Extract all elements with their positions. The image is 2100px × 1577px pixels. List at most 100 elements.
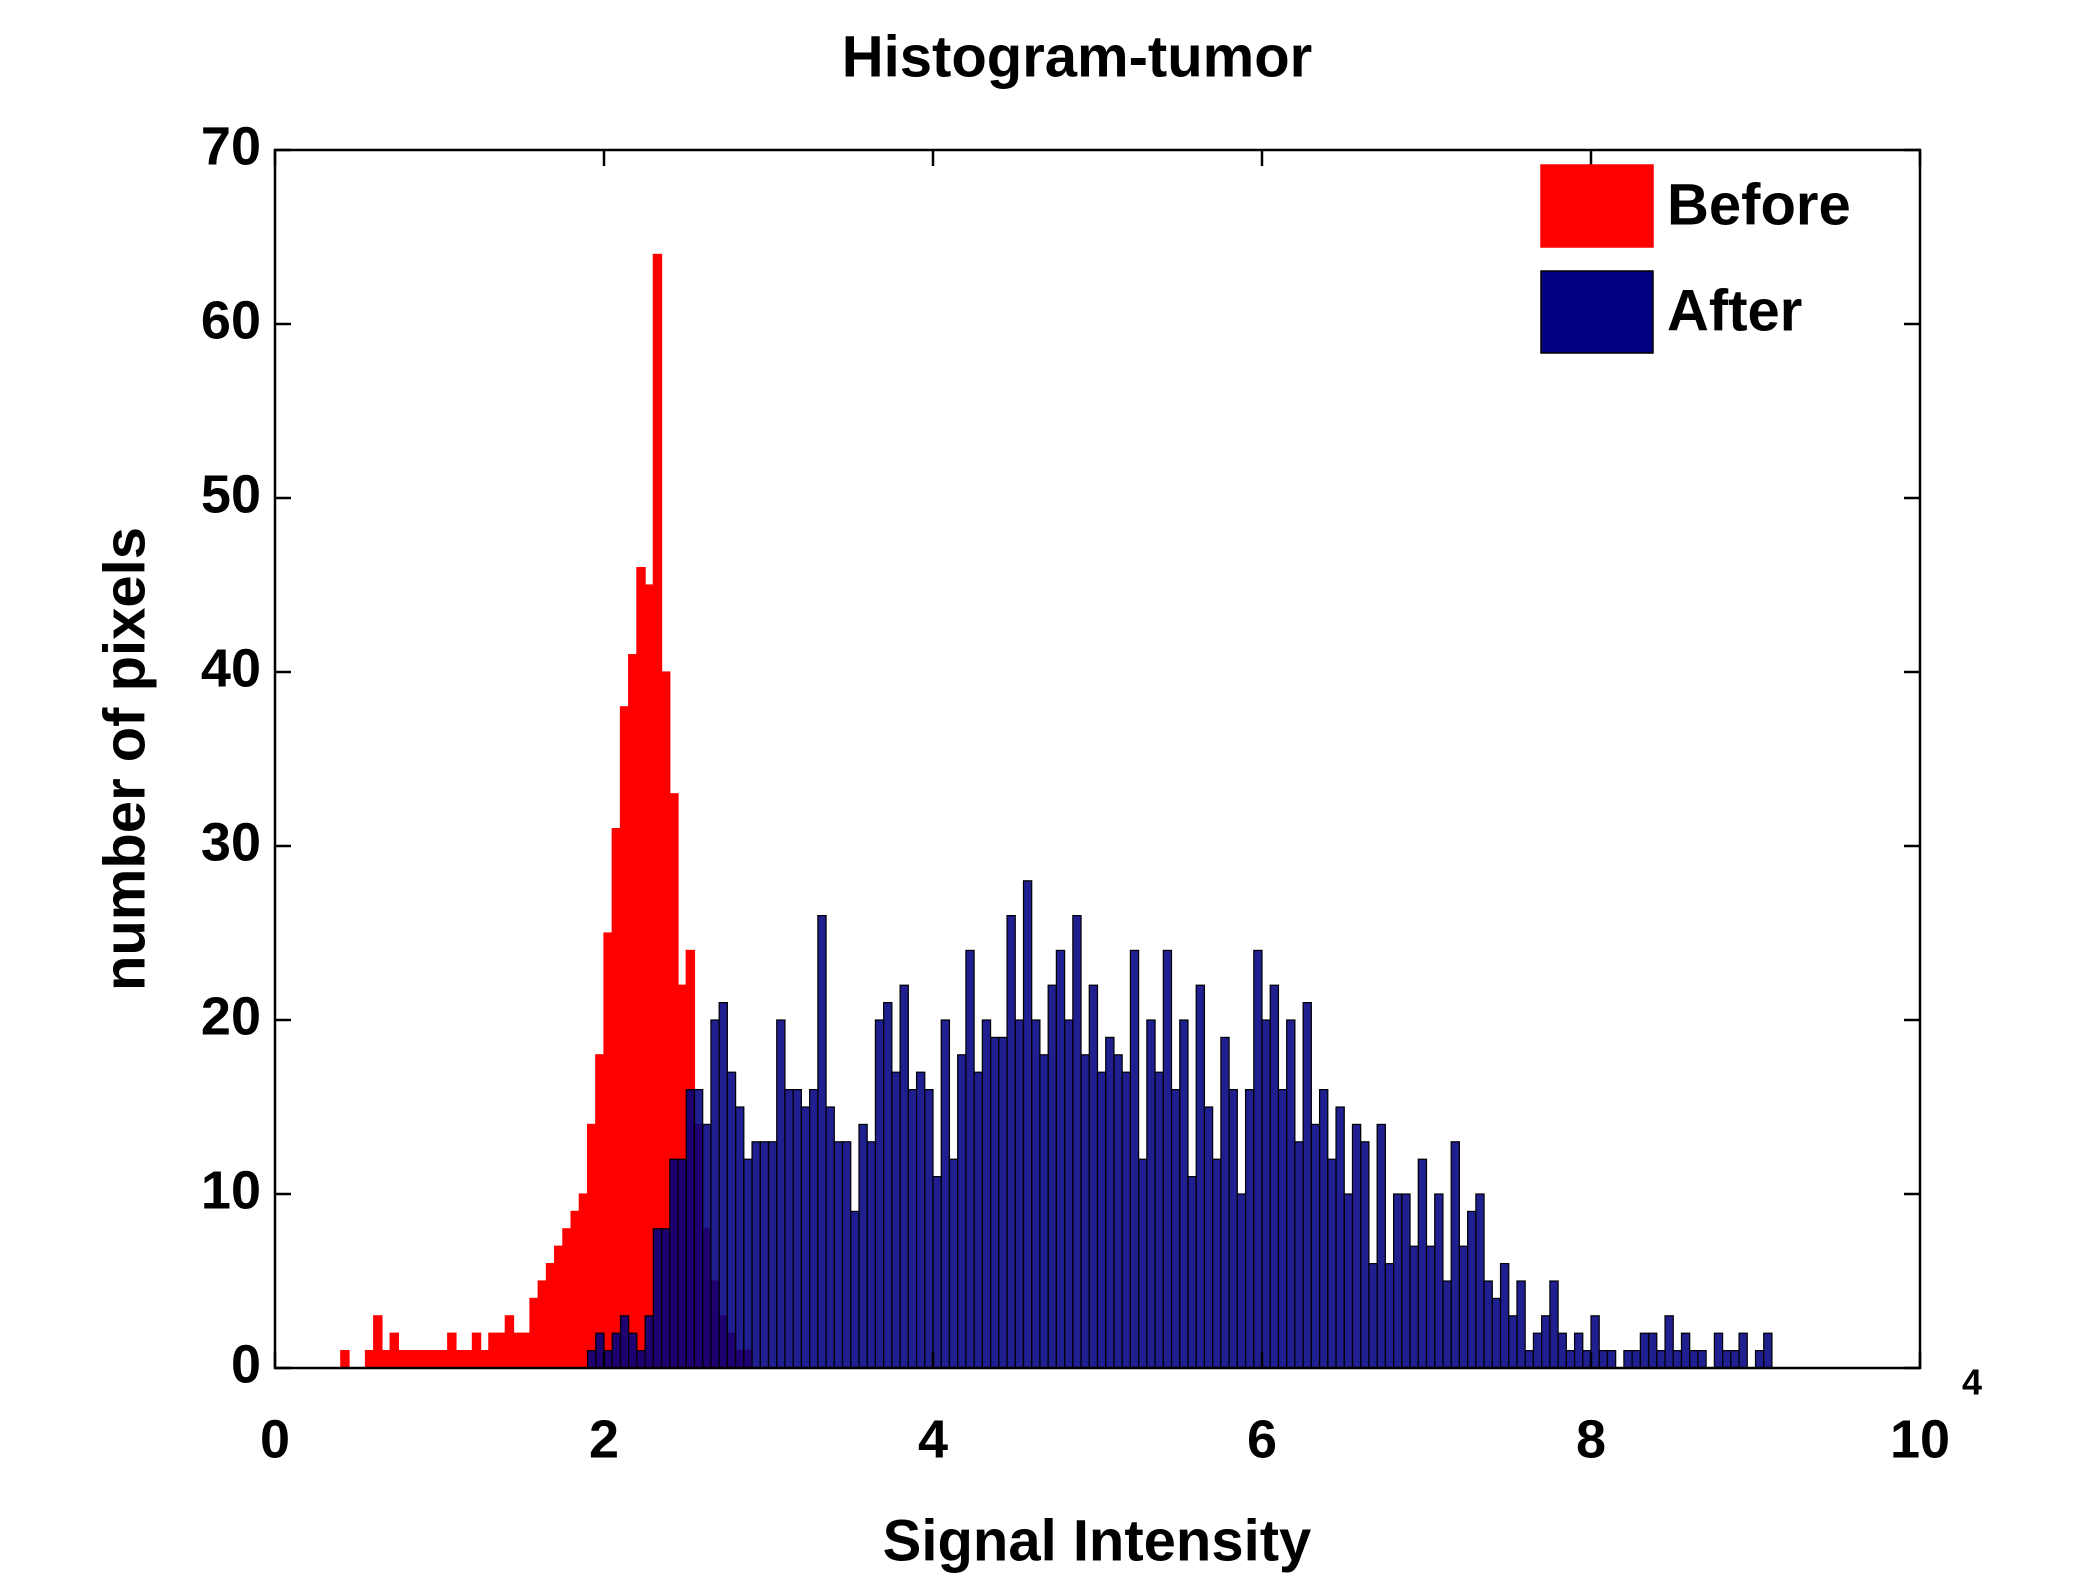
histogram-bar bbox=[1244, 1088, 1255, 1369]
histogram-bar bbox=[1491, 1297, 1502, 1369]
y-tick-label: 50 bbox=[201, 464, 261, 524]
histogram-bar bbox=[1434, 1193, 1444, 1369]
histogram-bar bbox=[595, 1054, 605, 1369]
histogram-bar bbox=[932, 1175, 942, 1369]
histogram-bar bbox=[1360, 1141, 1370, 1369]
histogram-bar bbox=[759, 1141, 770, 1369]
histogram-bar bbox=[1565, 1349, 1576, 1369]
histogram-bar bbox=[1146, 1019, 1156, 1369]
histogram-bar bbox=[1384, 1262, 1395, 1369]
histogram-bar bbox=[1302, 1001, 1312, 1369]
histogram-bar bbox=[825, 1106, 835, 1369]
histogram-bar bbox=[1467, 1210, 1477, 1369]
histogram-bar bbox=[1639, 1332, 1650, 1369]
histogram-bar bbox=[1055, 949, 1066, 1369]
histogram-bar bbox=[1269, 984, 1280, 1369]
histogram-bar bbox=[430, 1349, 441, 1369]
histogram-bar bbox=[586, 1123, 597, 1369]
histogram-bar bbox=[677, 1158, 687, 1369]
x-tick-label: 0 bbox=[260, 1409, 290, 1469]
x-axis-label: Signal Intensity bbox=[883, 1508, 1312, 1573]
histogram-bar bbox=[644, 1315, 654, 1369]
histogram-bar bbox=[915, 1071, 926, 1369]
histogram-bar bbox=[940, 1019, 951, 1369]
histogram-bar bbox=[652, 253, 663, 1369]
histogram-bar bbox=[636, 1349, 646, 1369]
histogram-bar bbox=[776, 1019, 786, 1369]
histogram-bar bbox=[1524, 1349, 1535, 1369]
histogram-bar bbox=[1154, 1071, 1164, 1369]
histogram-bar bbox=[693, 1088, 704, 1369]
histogram-bar bbox=[1343, 1193, 1354, 1369]
y-tick-label: 20 bbox=[201, 986, 261, 1046]
y-tick-label: 10 bbox=[201, 1160, 261, 1220]
histogram-bar bbox=[373, 1315, 383, 1369]
histogram-bar bbox=[1170, 1088, 1181, 1369]
histogram-bar bbox=[726, 1071, 737, 1369]
y-tick-label: 0 bbox=[231, 1334, 261, 1394]
histogram-bar bbox=[636, 566, 646, 1369]
histogram-bar bbox=[874, 1019, 885, 1369]
histogram-bar bbox=[1450, 1141, 1461, 1369]
histogram-bar bbox=[619, 1315, 630, 1369]
histogram-bar bbox=[537, 1280, 548, 1369]
histogram-bar bbox=[504, 1315, 515, 1369]
histogram-bar bbox=[1047, 984, 1057, 1369]
histogram-bar bbox=[858, 1123, 868, 1369]
histogram-bar bbox=[1187, 1175, 1197, 1369]
histogram-bar bbox=[734, 1106, 745, 1369]
histogram-bar bbox=[447, 1332, 457, 1369]
histogram-bar bbox=[463, 1349, 473, 1369]
histogram-bar bbox=[1228, 1088, 1238, 1369]
histogram-bar bbox=[414, 1349, 424, 1369]
histogram-bar bbox=[751, 1141, 761, 1369]
histogram-bar bbox=[792, 1088, 802, 1369]
histogram-bar bbox=[1532, 1332, 1543, 1369]
histogram-bar bbox=[1277, 1088, 1288, 1369]
histogram-bar bbox=[529, 1297, 539, 1369]
histogram-bar bbox=[817, 914, 827, 1369]
y-tick-label: 70 bbox=[201, 116, 261, 176]
histogram-bar bbox=[718, 1001, 728, 1369]
histogram-bar bbox=[1631, 1349, 1641, 1369]
histogram-bar bbox=[1721, 1349, 1732, 1369]
histogram-bar bbox=[1031, 1019, 1041, 1369]
histogram-bar bbox=[1212, 1158, 1222, 1369]
histogram-bar bbox=[1516, 1280, 1526, 1369]
histogram-bar bbox=[1483, 1280, 1493, 1369]
histogram-bar bbox=[1236, 1193, 1247, 1369]
histogram-bar bbox=[1014, 1019, 1025, 1369]
histogram-bar bbox=[981, 1019, 992, 1369]
histogram-bar bbox=[1327, 1158, 1337, 1369]
histogram-bar bbox=[1294, 1141, 1304, 1369]
histogram-bar bbox=[586, 1349, 597, 1369]
histogram-bar bbox=[989, 1036, 1000, 1369]
histogram-bar bbox=[644, 584, 654, 1369]
histogram-bar bbox=[422, 1349, 432, 1369]
histogram-bar bbox=[899, 984, 909, 1369]
histogram-bar bbox=[1261, 1019, 1271, 1369]
histogram-bar bbox=[1121, 1071, 1132, 1369]
histogram-bar bbox=[1022, 880, 1033, 1369]
histogram-bar bbox=[1573, 1332, 1584, 1369]
histogram-bar bbox=[669, 1158, 679, 1369]
histogram-bar bbox=[1409, 1245, 1419, 1369]
histogram-bar bbox=[389, 1332, 399, 1369]
histogram-bar bbox=[1318, 1088, 1329, 1369]
histogram-bar bbox=[965, 949, 975, 1369]
histogram-bar bbox=[1039, 1054, 1049, 1369]
histogram-bar bbox=[1713, 1332, 1724, 1369]
x-tick-label: 4 bbox=[918, 1409, 948, 1469]
histogram-bar bbox=[1754, 1349, 1765, 1369]
histogram-bar bbox=[685, 1088, 696, 1369]
histogram-bar bbox=[850, 1210, 860, 1369]
histogram-bar bbox=[1598, 1349, 1609, 1369]
histogram-bar bbox=[1335, 1106, 1345, 1369]
histogram-bar bbox=[1129, 949, 1140, 1369]
histogram-bar bbox=[1475, 1193, 1485, 1369]
histogram-bar bbox=[1763, 1332, 1773, 1369]
histogram-bar bbox=[603, 932, 613, 1369]
histogram-bar bbox=[512, 1332, 523, 1369]
histogram-bar bbox=[364, 1349, 375, 1369]
histogram-bar bbox=[1541, 1315, 1551, 1369]
